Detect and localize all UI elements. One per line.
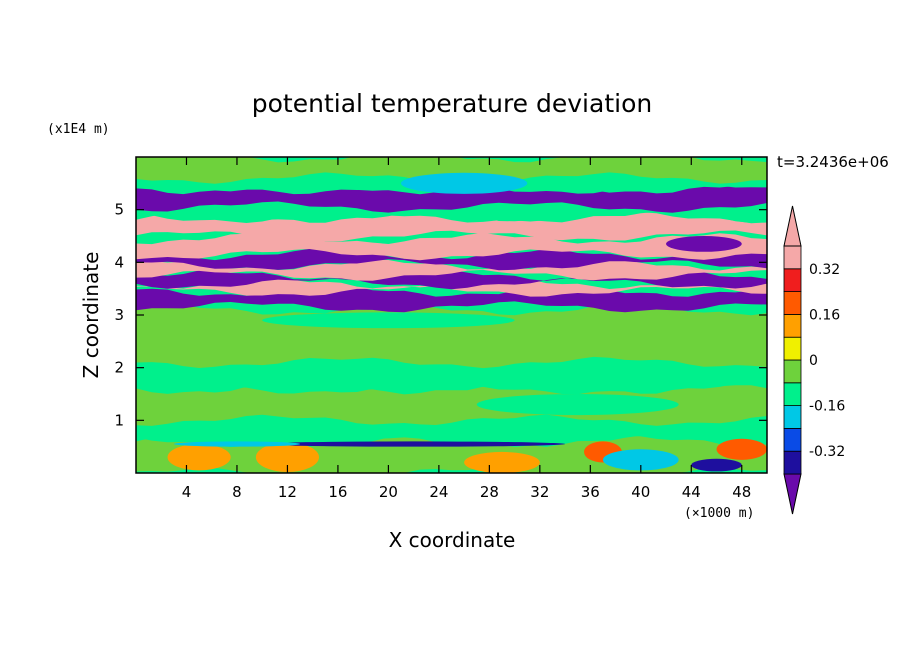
contour-feature [262, 312, 515, 329]
colorbar-segment [783, 268, 802, 292]
contour-feature [666, 236, 742, 252]
colorbar-segment [783, 359, 802, 384]
contour-band [136, 414, 767, 448]
y-tick-label: 1 [114, 411, 124, 429]
y-tick-label: 4 [114, 253, 124, 271]
colorbar-segment [783, 336, 802, 361]
time-label: t=3.2436e+06 [777, 153, 889, 171]
contour-band [136, 248, 767, 271]
colorbar-label: -0.32 [809, 444, 845, 460]
x-axis-unit: (×1000 m) [684, 506, 754, 521]
colorbar-segment [783, 291, 802, 315]
colorbar-lower-triangle [783, 473, 802, 515]
contour-band [136, 157, 767, 184]
colorbar-label: 0.32 [809, 262, 840, 278]
y-axis-unit: (x1E4 m) [47, 122, 110, 137]
colorbar: 0.32 0.16 0 -0.16 -0.32 [783, 205, 845, 515]
plot-area [135, 156, 768, 474]
contour-band [136, 356, 767, 395]
colorbar-segment [783, 382, 802, 406]
colorbar-label: 0 [809, 353, 818, 369]
x-axis-label: X coordinate [389, 528, 516, 552]
y-axis-ticks: 1 2 3 4 5 [114, 201, 767, 429]
colorbar-segment [783, 405, 802, 429]
contour-band [136, 269, 767, 290]
x-tick-label: 24 [429, 483, 448, 501]
x-tick-label: 48 [732, 483, 751, 501]
contour-feature [476, 394, 679, 416]
colorbar-upper-triangle [783, 205, 802, 247]
x-tick-label: 28 [480, 483, 499, 501]
contour-bands [136, 157, 767, 473]
x-tick-label: 8 [232, 483, 242, 501]
contour-feature [602, 449, 679, 471]
contour-feature [173, 441, 301, 447]
x-tick-label: 32 [530, 483, 549, 501]
x-tick-label: 44 [682, 483, 701, 501]
x-tick-label: 36 [581, 483, 600, 501]
x-axis-ticks: 4 8 12 16 20 24 28 32 36 40 44 48 [182, 157, 751, 501]
contour-feature [167, 444, 231, 471]
y-tick-label: 5 [114, 201, 124, 219]
contour-feature [401, 172, 528, 194]
x-tick-label: 16 [328, 483, 347, 501]
contour-feature [691, 458, 742, 472]
x-tick-label: 20 [379, 483, 398, 501]
contour-feature [464, 451, 540, 473]
contour-band [136, 211, 767, 242]
x-tick-label: 12 [278, 483, 297, 501]
contour-band [136, 383, 767, 426]
colorbar-label: -0.16 [809, 399, 845, 415]
x-tick-label: 40 [631, 483, 650, 501]
y-axis-label: Z coordinate [79, 252, 103, 379]
contour-features [167, 172, 767, 473]
x-tick-label: 4 [182, 483, 192, 501]
y-tick-label: 2 [114, 359, 124, 377]
contour-band [136, 232, 767, 261]
colorbar-segment [783, 427, 802, 452]
colorbar-label: 0.16 [809, 307, 840, 323]
contour-band [136, 259, 767, 281]
colorbar-segment [783, 450, 802, 475]
chart-title: potential temperature deviation [252, 89, 652, 118]
colorbar-segment [783, 245, 802, 270]
colorbar-segment [783, 313, 802, 338]
contour-feature [716, 438, 767, 460]
y-tick-label: 3 [114, 306, 124, 324]
contour-feature [255, 442, 319, 472]
contour-feature [262, 441, 566, 447]
